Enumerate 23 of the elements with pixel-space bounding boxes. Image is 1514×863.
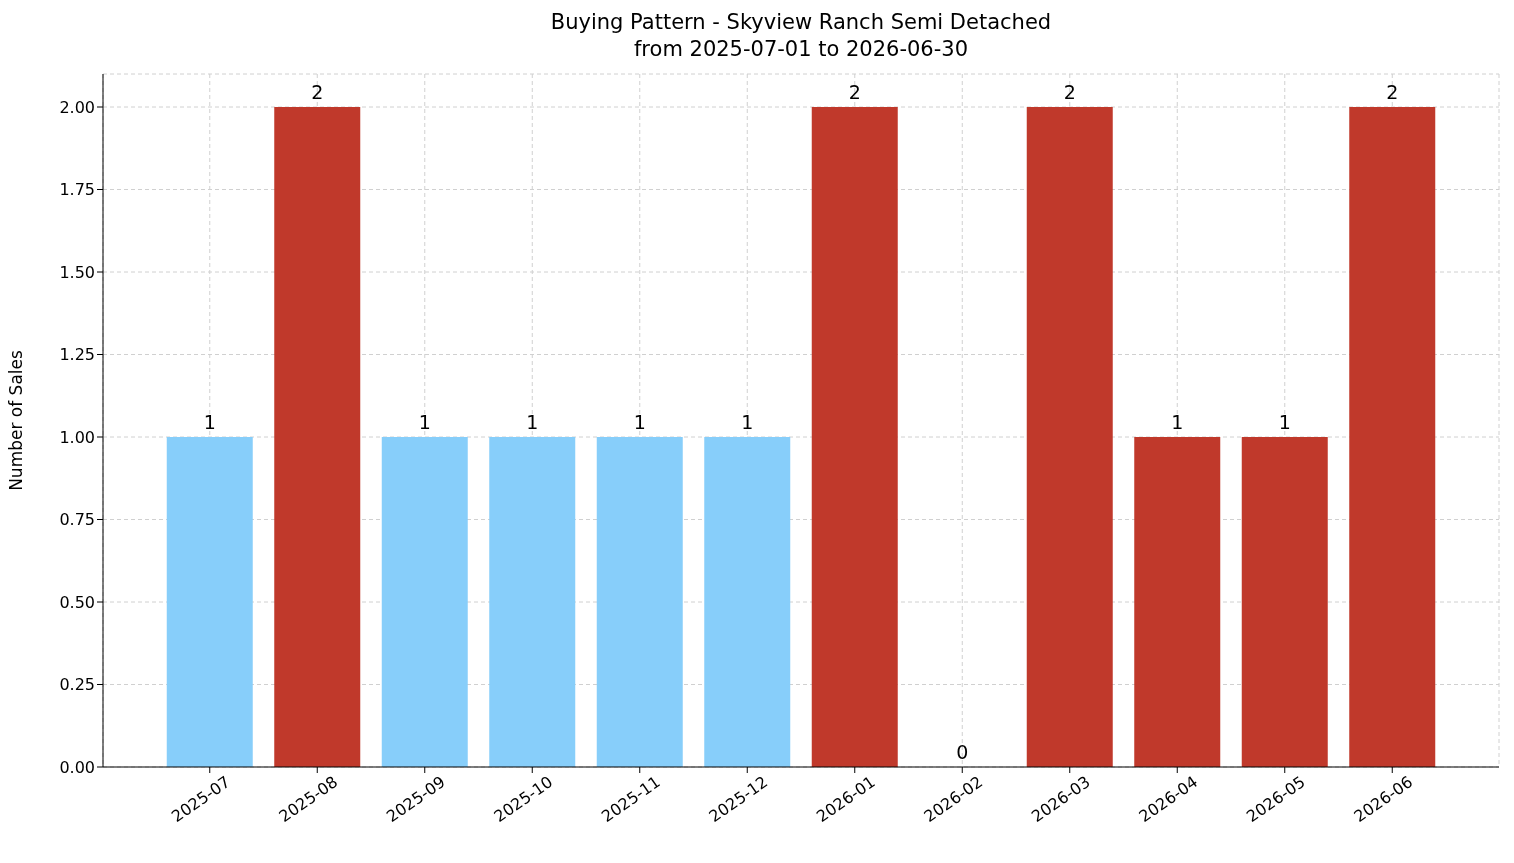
data-label: 0 xyxy=(956,741,969,763)
data-label: 2 xyxy=(1063,81,1076,103)
data-label: 2 xyxy=(311,81,324,103)
data-label: 1 xyxy=(741,411,754,433)
y-tick-label: 1.25 xyxy=(59,345,95,365)
y-tick-label: 0.50 xyxy=(59,592,95,612)
y-axis-title: Number of Sales xyxy=(6,349,27,491)
data-label: 2 xyxy=(848,81,861,103)
y-tick-label: 2.00 xyxy=(59,97,95,117)
y-tick-label: 1.00 xyxy=(59,427,95,447)
data-label: 1 xyxy=(1278,411,1291,433)
data-label: 1 xyxy=(526,411,539,433)
y-tick-label: 0.25 xyxy=(59,675,95,695)
data-label: 1 xyxy=(203,411,216,433)
y-tick-label: 0.00 xyxy=(59,757,95,777)
y-tick-label: 1.50 xyxy=(59,262,95,282)
data-label: 1 xyxy=(633,411,646,433)
chart-title: Buying Pattern - Skyview Ranch Semi Detached from 2025-07-01 to 2026-06-30 xyxy=(549,9,1053,63)
data-label: 2 xyxy=(1386,81,1399,103)
data-label: 1 xyxy=(1171,411,1184,433)
data-label: 1 xyxy=(418,411,431,433)
y-tick-label: 0.75 xyxy=(59,510,95,530)
y-tick-label: 1.75 xyxy=(59,180,95,200)
